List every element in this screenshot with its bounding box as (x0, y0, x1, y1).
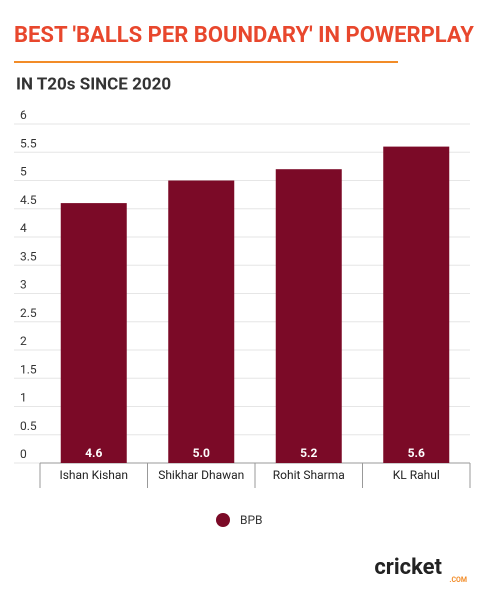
y-tick-label: 4 (20, 221, 27, 235)
y-tick-label: 3 (20, 278, 27, 292)
bar (383, 146, 450, 463)
logo: cricket (374, 555, 442, 580)
y-tick-label: 5.5 (20, 136, 37, 150)
y-tick-label: 1 (20, 391, 27, 405)
y-tick-label: 1.5 (20, 362, 37, 376)
y-tick-label: 0.5 (20, 419, 37, 433)
value-label: 4.6 (85, 446, 102, 460)
logo-suffix: .COM (449, 576, 467, 584)
x-tick-label: Ishan Kishan (59, 468, 128, 482)
value-label: 5.0 (193, 446, 210, 460)
y-tick-label: 3.5 (20, 249, 37, 263)
bar (60, 203, 127, 463)
value-label: 5.6 (408, 446, 425, 460)
y-tick-label: 0 (20, 447, 27, 461)
legend-label: BPB (240, 513, 263, 527)
value-label: 5.2 (300, 446, 317, 460)
bar (275, 169, 342, 463)
y-tick-label: 2.5 (20, 306, 37, 320)
x-tick-label: Shikhar Dhawan (158, 468, 244, 482)
legend-marker (216, 513, 230, 527)
x-tick-label: KL Rahul (393, 468, 440, 482)
y-tick-label: 2 (20, 334, 27, 348)
chart-subtitle: IN T20s SINCE 2020 (16, 74, 171, 94)
chart-title: BEST 'BALLS PER BOUNDARY' IN POWERPLAY (14, 23, 474, 48)
x-tick-label: Rohit Sharma (273, 468, 345, 482)
y-tick-label: 4.5 (20, 193, 37, 207)
y-tick-label: 6 (20, 108, 27, 122)
bar (168, 180, 235, 463)
y-tick-label: 5 (20, 165, 27, 179)
